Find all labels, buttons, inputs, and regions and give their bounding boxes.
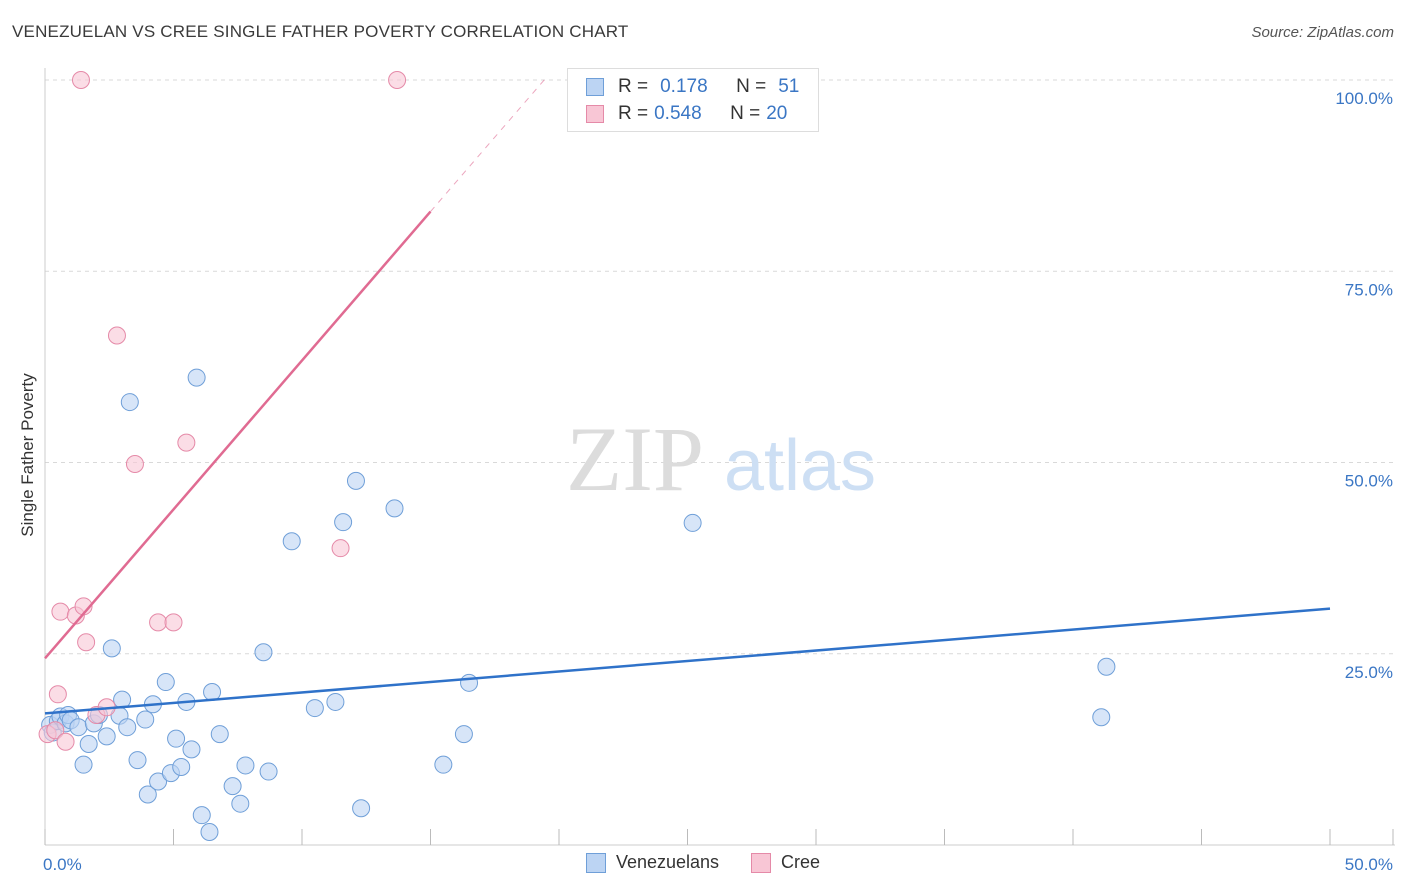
- venezuelans-point: [346, 471, 365, 490]
- series-legend-cree: Cree: [751, 852, 820, 873]
- legend-r-label: R =: [618, 103, 649, 124]
- venezuelans-point: [334, 513, 353, 532]
- venezuelans-point: [259, 762, 278, 781]
- venezuelans-point: [460, 673, 479, 692]
- venezuelans-point: [128, 751, 147, 770]
- y-tick-label: 75.0%: [1345, 280, 1393, 299]
- tick-label-layer: 25.0% 50.0% 75.0% 100.0% 0.0% 50.0%: [43, 89, 1393, 874]
- cree-point: [51, 602, 70, 621]
- cree-point: [56, 732, 75, 751]
- legend-swatch-cree: [586, 105, 604, 123]
- cree-point: [125, 455, 144, 474]
- legend-n-value: 51: [778, 76, 800, 97]
- venezuelans-point: [1092, 708, 1111, 727]
- watermark: ZIP atlas: [566, 408, 876, 510]
- grid-layer: [45, 79, 1395, 655]
- y-tick-label: 50.0%: [1345, 472, 1393, 491]
- venezuelans-point: [1097, 657, 1116, 676]
- legend-n-label: N =: [730, 103, 761, 124]
- venezuelans-point: [231, 794, 250, 813]
- cree-point: [107, 326, 126, 345]
- venezuelans-point: [352, 799, 371, 818]
- venezuelans-point: [120, 393, 139, 412]
- legend-row-venezuelans: R = 0.178 N = 51: [586, 75, 799, 99]
- source-credit: Source: ZipAtlas.com: [1251, 24, 1394, 41]
- venezuelans-point: [282, 532, 301, 551]
- points-layer: [38, 71, 1116, 841]
- venezuelans-point: [326, 692, 345, 711]
- venezuelans-point: [182, 740, 201, 759]
- y-axis-label: Single Father Poverty: [18, 373, 37, 537]
- cree-trendline-extension: [430, 77, 547, 212]
- venezuelans-point: [254, 643, 273, 662]
- venezuelans-point: [149, 772, 168, 791]
- x-tick-label: 50.0%: [1345, 855, 1393, 874]
- venezuelans-point: [203, 683, 222, 701]
- trend-layer: [44, 77, 1331, 715]
- venezuelans-point: [69, 718, 88, 737]
- venezuelans-point: [454, 725, 473, 744]
- watermark-atlas: atlas: [724, 426, 876, 506]
- correlation-legend: R = 0.178 N = 51 R = 0.548 N = 20: [567, 68, 819, 132]
- cree-point: [71, 71, 90, 89]
- venezuelans-point: [74, 755, 93, 774]
- cree-point: [388, 71, 407, 89]
- venezuelans-point: [305, 699, 324, 718]
- legend-swatch-venezuelans: [586, 78, 604, 96]
- venezuelans-point: [192, 806, 211, 825]
- watermark-zip: ZIP: [566, 408, 704, 510]
- chart-title: VENEZUELAN VS CREE SINGLE FATHER POVERTY…: [12, 22, 629, 41]
- venezuelans-point: [200, 822, 219, 841]
- venezuelans-point: [434, 755, 453, 774]
- series-label-cree: Cree: [781, 852, 821, 872]
- axis-layer: [44, 68, 1395, 846]
- y-tick-label: 25.0%: [1345, 663, 1393, 682]
- cree-trendline: [44, 210, 432, 660]
- venezuelans-point: [136, 710, 155, 729]
- venezuelans-point: [167, 729, 186, 748]
- venezuelans-point: [138, 785, 157, 804]
- series-swatch-cree: [751, 852, 772, 873]
- series-legend-venezuelans: Venezuelans: [585, 852, 720, 873]
- venezuelans-point: [97, 727, 116, 746]
- series-label-venezuelans: Venezuelans: [615, 852, 720, 872]
- cree-point: [77, 633, 96, 652]
- legend-row-cree: R = 0.548 N = 20: [586, 102, 787, 126]
- legend-r-value: 0.178: [660, 76, 708, 97]
- cree-point: [177, 433, 196, 452]
- x-tick-label: 0.0%: [43, 855, 82, 874]
- venezuelans-point: [223, 777, 242, 796]
- cree-point: [149, 613, 168, 632]
- venezuelans-point: [172, 757, 191, 776]
- venezuelans-point: [102, 639, 121, 658]
- venezuelans-point: [79, 735, 98, 754]
- legend-n-value: 20: [766, 103, 788, 124]
- venezuelans-point: [236, 756, 255, 775]
- legend-r-label: R =: [618, 76, 649, 97]
- venezuelans-point: [118, 718, 137, 737]
- venezuelans-trendline: [44, 607, 1331, 715]
- y-tick-label: 100.0%: [1335, 89, 1393, 108]
- series-swatch-venezuelans: [585, 852, 606, 873]
- venezuelans-point: [385, 499, 404, 518]
- venezuelans-point: [683, 513, 702, 532]
- legend-n-label: N =: [736, 76, 767, 97]
- legend-r-value: 0.548: [654, 103, 702, 124]
- cree-point: [164, 613, 183, 632]
- venezuelans-point: [210, 725, 229, 744]
- series-legend: Venezuelans Cree: [0, 852, 1406, 873]
- cree-point: [48, 685, 67, 704]
- cree-point: [331, 539, 350, 558]
- cree-point: [46, 721, 65, 740]
- venezuelans-point: [187, 368, 206, 387]
- venezuelans-point: [156, 673, 175, 692]
